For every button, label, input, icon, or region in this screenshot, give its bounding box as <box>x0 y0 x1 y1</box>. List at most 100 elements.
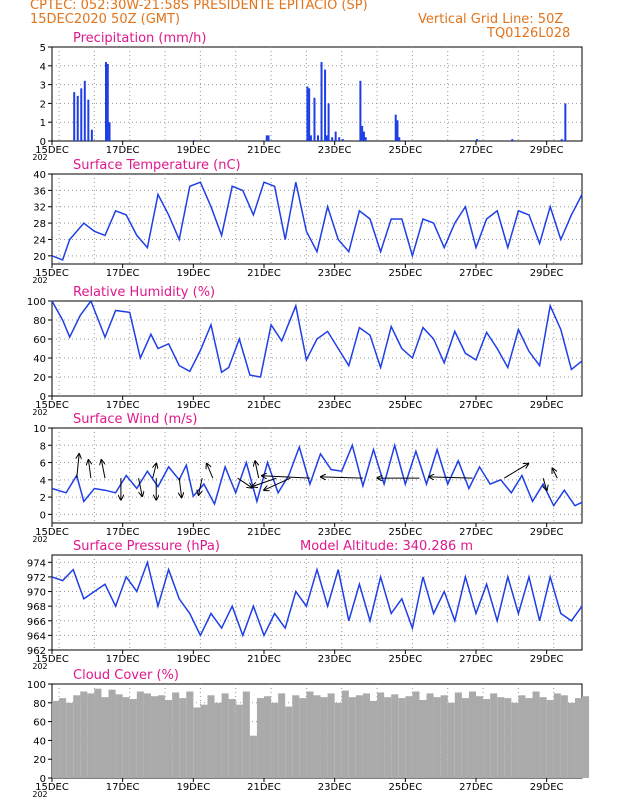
y-tick-label: 6 <box>40 459 46 470</box>
cloud-cover-bar <box>355 695 363 778</box>
cloud-cover-bar <box>94 688 102 778</box>
cloud-cover-bar <box>101 697 109 778</box>
y-tick-label: 2 <box>40 99 46 110</box>
series-line <box>51 559 583 638</box>
precip-bar <box>325 135 328 141</box>
cloud-cover-bar <box>200 704 208 778</box>
cloud-cover-bar <box>278 693 286 778</box>
precip-bar <box>306 86 309 141</box>
y-tick-label: 60 <box>33 335 46 346</box>
cloud-cover-bar <box>320 697 328 778</box>
plot-frame <box>51 300 583 397</box>
y-tick-label: 970 <box>27 588 46 599</box>
precip-bar <box>338 137 341 141</box>
x-tick-label: 21DEC <box>247 145 281 156</box>
y-tick-label: 3 <box>40 81 46 92</box>
precip-bar <box>361 125 364 141</box>
x-tick-label: 15DEC <box>35 654 69 665</box>
panel-4 <box>48 427 583 527</box>
cloud-cover-bar <box>461 698 469 778</box>
cloud-cover-bar <box>52 700 60 778</box>
x-tick-label: 27DEC <box>459 782 493 793</box>
cloud-cover-bar <box>165 699 173 778</box>
x-tick-label: 19DEC <box>176 400 210 411</box>
cloud-cover-bar <box>553 693 561 778</box>
x-tick-label: 19DEC <box>176 527 210 538</box>
wind-arrow <box>264 477 291 490</box>
cloud-cover-bar <box>405 696 413 778</box>
cloud-cover-bar <box>285 706 293 778</box>
y-tick-label: 36 <box>33 186 46 197</box>
y-tick-label: 20 <box>33 252 46 263</box>
precip-bar <box>341 139 344 141</box>
y-tick-label: 2 <box>40 493 46 504</box>
x-tick-label: 15DEC <box>35 268 69 279</box>
x-tick-label: 19DEC <box>176 782 210 793</box>
y-tick-label: 972 <box>27 573 46 584</box>
precip-bar <box>90 129 93 141</box>
cloud-cover-bar <box>158 695 166 778</box>
cloud-cover-bar <box>433 697 441 778</box>
y-tick-label: 0 <box>40 392 46 403</box>
x-tick-label: 29DEC <box>530 527 564 538</box>
cloud-cover-bar <box>327 693 335 778</box>
cloud-cover-bar <box>539 697 547 778</box>
cloud-cover-bar <box>186 691 194 778</box>
cloud-cover-bar <box>567 702 575 778</box>
panel-2 <box>48 173 583 268</box>
precip-bar <box>317 135 319 141</box>
cloud-cover-bar <box>490 693 498 778</box>
panel-title: Surface Pressure (hPa) <box>73 539 220 554</box>
precip-bar <box>327 103 330 141</box>
cloud-cover-bar <box>511 702 519 778</box>
x-tick-label: 27DEC <box>459 527 493 538</box>
x-tick-label: 27DEC <box>459 654 493 665</box>
wind-arrow <box>207 464 214 479</box>
wind-arrow <box>199 477 203 495</box>
series-line <box>51 299 583 378</box>
cloud-cover-bar <box>249 735 257 778</box>
x-tick-label: 21DEC <box>247 268 281 279</box>
panel-title: Precipitation (mm/h) <box>73 31 206 46</box>
cloud-cover-bar <box>476 696 484 778</box>
y-tick-label: 964 <box>27 631 46 642</box>
cloud-cover-bar <box>207 695 215 778</box>
y-tick-label: 4 <box>40 62 46 73</box>
wind-arrow <box>88 460 90 479</box>
cloud-cover-bar <box>66 702 74 778</box>
cloud-cover-bar <box>468 691 476 778</box>
cloud-cover-bar <box>299 698 307 778</box>
cloud-cover-bar <box>292 695 300 778</box>
precip-bar <box>364 137 367 141</box>
wind-arrow <box>504 464 528 479</box>
header-datetime: 15DEC2020 50Z (GMT) <box>30 12 181 27</box>
x-tick-label: 25DEC <box>388 654 422 665</box>
precip-bar <box>87 99 90 141</box>
x-tick-label: 19DEC <box>176 145 210 156</box>
cloud-cover-bar <box>73 695 81 778</box>
x-tick-label: 23DEC <box>318 527 352 538</box>
cloud-cover-bar <box>179 698 187 778</box>
cloud-cover-bar <box>228 699 236 778</box>
cloud-cover-bar <box>150 696 158 778</box>
cloud-cover-bar <box>59 698 67 778</box>
x-tick-label: 23DEC <box>318 782 352 793</box>
x-tick-label: 17DEC <box>106 654 140 665</box>
x-tick-label: 15DEC <box>35 145 69 156</box>
wind-arrow <box>179 478 181 497</box>
wind-arrow <box>262 476 310 478</box>
precip-bar <box>359 80 362 141</box>
precip-bar <box>476 139 478 141</box>
plot-frame <box>51 173 583 265</box>
x-tick-label: 15DEC <box>35 527 69 538</box>
x-tick-label: 29DEC <box>530 782 564 793</box>
x-tick-label-cut: 202 <box>32 276 47 285</box>
precip-bar <box>362 131 365 141</box>
y-tick-label: 32 <box>33 203 46 214</box>
x-tick-label-cut: 202 <box>32 662 47 671</box>
cloud-cover-bar <box>306 691 314 778</box>
wind-arrow <box>77 454 79 479</box>
cloud-cover-bar <box>122 697 130 778</box>
y-tick-label: 8 <box>40 441 46 452</box>
